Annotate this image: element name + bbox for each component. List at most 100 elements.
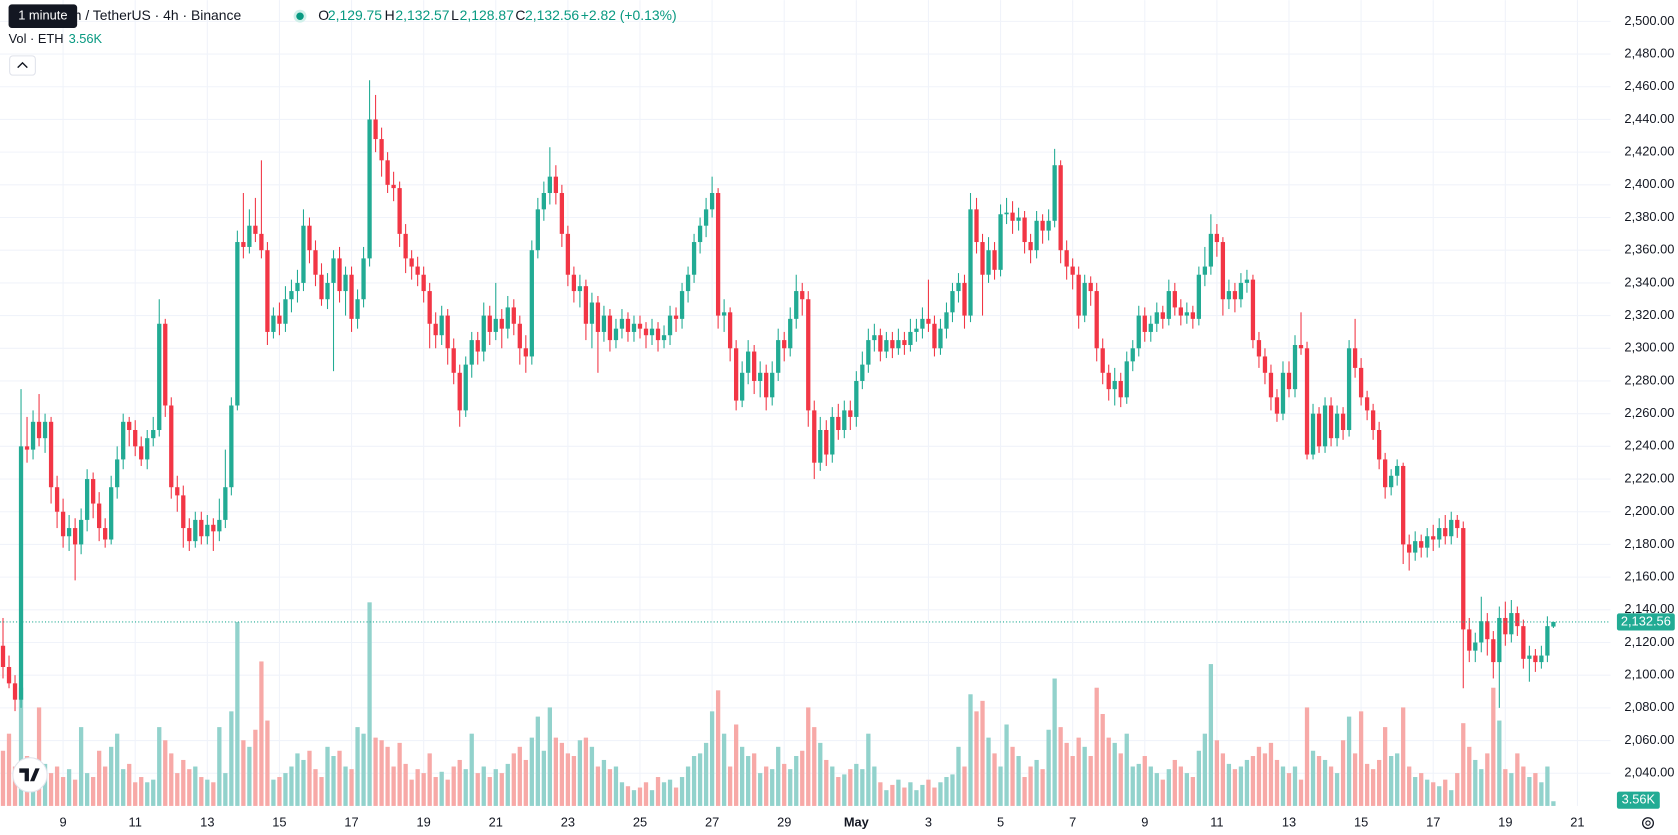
candle-body [836,416,841,431]
volume-bar [1316,756,1322,806]
candle-body [1539,655,1544,663]
logo-badge[interactable] [12,757,48,793]
x-tick-label: 17 [1426,814,1440,829]
y-tick-label: 2,200.00 [1624,503,1674,518]
candle-body [818,430,823,463]
volume-bar [1370,769,1376,806]
volume-bar [457,759,462,806]
candle-body [1052,165,1057,221]
candle-body [157,323,162,431]
volume-bar [1040,769,1045,806]
volume-bar [445,779,450,806]
volume-bar [1407,766,1412,806]
candle-body [1425,536,1430,548]
volume-bar [1310,750,1316,806]
volume-bar [746,756,751,806]
candle-body [1521,626,1526,659]
volume-bar [409,779,414,806]
candle-body [1118,380,1123,398]
candle-body [1286,372,1292,390]
candle-body [1190,312,1195,319]
candle-body [559,193,565,234]
candle-body [1545,626,1550,656]
volume-bar [1016,756,1021,806]
y-tick-label: 2,260.00 [1624,405,1674,420]
candle-body [1262,356,1268,373]
volume-bar [91,777,96,806]
volume-bar [854,763,859,806]
candle-body [1527,655,1532,659]
candle-body [1467,629,1472,651]
candle-body [6,666,12,684]
volume-bar [1166,769,1171,806]
volume-bar [18,687,24,806]
candle-body [121,421,126,460]
volume-bar [613,766,619,806]
y-tick-label: 2,080.00 [1624,699,1674,714]
volume-bar [697,753,703,806]
y-tick-label: 2,040.00 [1624,765,1674,780]
volume-bar [1551,801,1556,806]
y-tick-label: 2,380.00 [1624,209,1674,224]
volume-bar [295,753,300,806]
volume-bar [770,769,775,806]
volume-bar [1521,766,1526,806]
candle-body [84,479,90,520]
volume-bar [721,733,727,806]
volume-bar [1112,742,1117,806]
volume-bar [1274,759,1280,806]
candle-body [715,193,721,316]
candle-body [583,286,589,324]
candle-body [60,511,66,537]
candle-body [481,315,486,352]
candle-body [1358,367,1364,398]
candle-body [127,421,132,431]
y-tick-label: 2,320.00 [1624,307,1674,322]
y-tick-label: 2,340.00 [1624,274,1674,289]
candle-body [625,318,631,332]
candle-body [1364,397,1370,411]
volume-bar [1046,729,1051,806]
volume-bar [403,763,408,806]
volume-bar [974,711,979,806]
volume-bar [625,786,631,806]
candle-body [1322,405,1328,447]
candle-body [1208,233,1214,267]
candle-body [920,318,925,329]
candle-body [1184,312,1189,316]
candle-body [493,318,498,332]
candle-body [1551,621,1556,627]
collapse-button[interactable] [9,55,36,76]
candle-body [427,291,432,324]
candle-body [289,291,294,300]
volume-bar [691,756,697,806]
volume-bar [1533,773,1538,806]
volume-bar [169,753,174,806]
y-tick-label: 2,400.00 [1624,176,1674,191]
candle-body [253,225,258,234]
volume-bar [259,661,264,806]
candle-body [1431,536,1436,540]
candle-body [673,315,679,319]
volume-value: 3.56K [69,31,103,46]
volume-bar [679,777,685,806]
y-tick-label: 2,420.00 [1624,144,1674,159]
volume-bar [1527,777,1532,806]
candle-body [0,645,6,667]
settings-icon[interactable] [1641,817,1654,830]
candle-body [1076,274,1081,316]
candle-body [379,139,384,161]
volume-bar [72,779,78,806]
candle-body [1443,528,1448,537]
candle-body [361,258,366,300]
candle-body [565,233,571,275]
volume-bar [1214,740,1220,806]
volume-bar [12,766,18,806]
volume-bar [1298,779,1304,806]
candle-body [830,416,835,455]
status-dot [296,12,304,20]
candle-body [1419,541,1424,548]
candle-body [691,242,697,275]
volume-bar [1304,707,1310,806]
